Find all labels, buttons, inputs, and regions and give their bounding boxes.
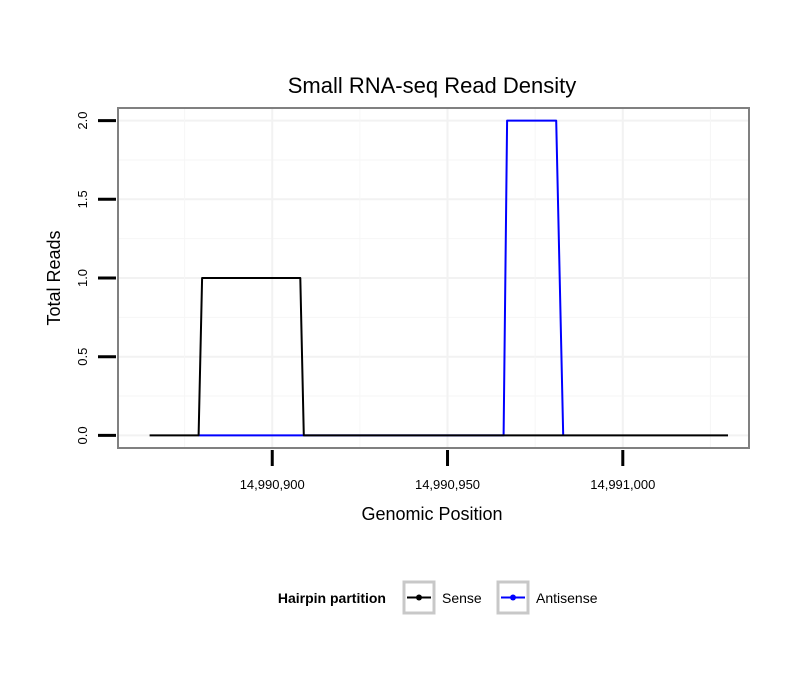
legend-key-point-antisense [510,594,516,601]
legend-item-antisense: Antisense [496,580,598,615]
chart-title: Small RNA-seq Read Density [288,73,577,98]
y-tick-label: 0.5 [75,348,90,366]
series-line-sense [149,277,728,437]
legend-title: Hairpin partition [278,590,386,606]
y-tick-label: 2.0 [75,112,90,130]
x-axis: 14,990,900 14,990,950 14,991,000 [240,450,655,492]
grid [118,108,749,448]
x-axis-title: Genomic Position [361,504,502,524]
y-tick-label: 1.5 [75,190,90,208]
series-layer [149,119,728,437]
y-tick-label: 1.0 [75,269,90,287]
legend-label-antisense: Antisense [536,590,598,606]
y-axis: 0.0 0.5 1.0 1.5 2.0 [75,112,116,444]
x-tick-label: 14,990,900 [240,477,305,492]
series-line-antisense [198,119,565,437]
x-tick-label: 14,990,950 [415,477,480,492]
y-tick-label: 0.0 [75,426,90,444]
y-axis-title: Total Reads [44,230,64,325]
legend-item-sense: Sense [402,580,482,615]
x-tick-label: 14,991,000 [590,477,655,492]
plot-panel [117,107,750,449]
legend: Hairpin partition Sense Antisense [278,580,598,615]
legend-label-sense: Sense [442,590,482,606]
legend-key-point-sense [416,594,422,601]
